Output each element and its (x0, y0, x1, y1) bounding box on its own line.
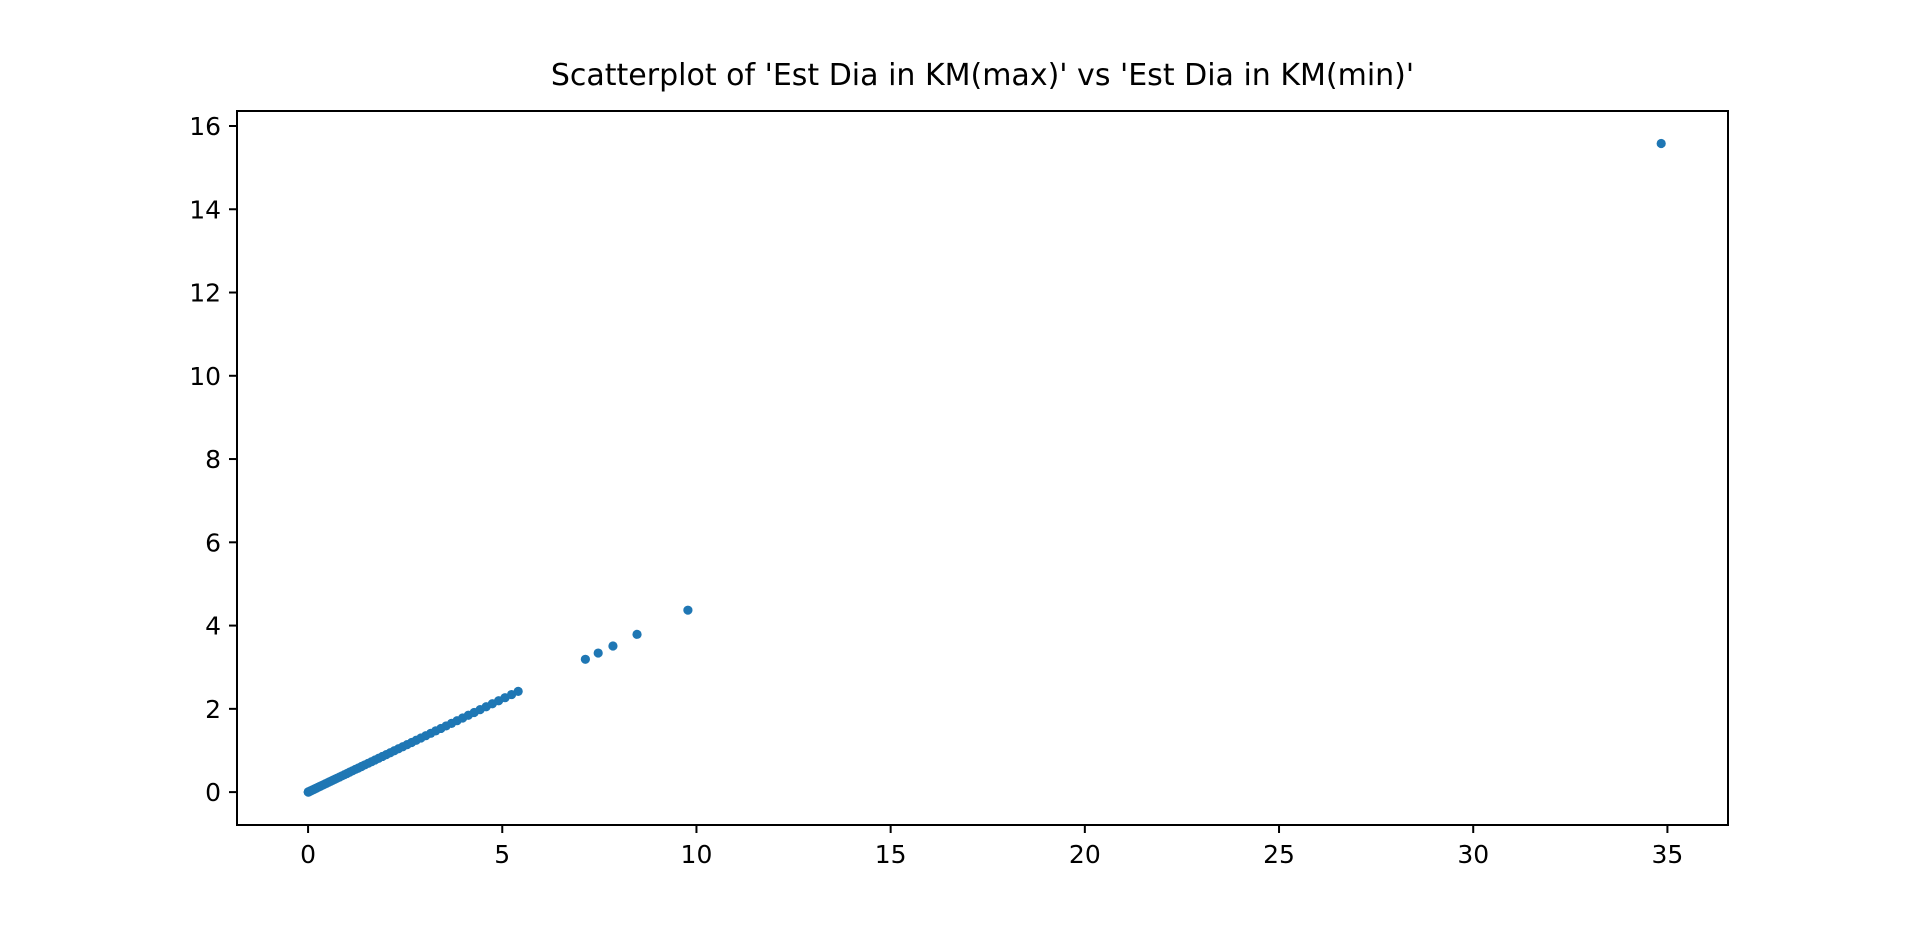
scatter-point-outlier (580, 654, 590, 664)
y-tick-label: 8 (205, 445, 221, 474)
x-tick-label: 35 (1652, 840, 1684, 869)
y-tick-label: 14 (189, 195, 221, 224)
chart-title: Scatterplot of 'Est Dia in KM(max)' vs '… (550, 58, 1415, 93)
y-tick-label: 0 (205, 778, 221, 807)
y-tick-label: 2 (205, 695, 221, 724)
scatter-point (513, 686, 523, 696)
x-tick-label: 25 (1263, 840, 1295, 869)
x-tick-label: 10 (681, 840, 713, 869)
y-tick-label: 10 (189, 362, 221, 391)
x-tick-label: 30 (1457, 840, 1489, 869)
x-tick-label: 5 (494, 840, 510, 869)
y-tick-label: 4 (205, 612, 221, 641)
scatter-point-outlier (632, 629, 642, 639)
x-tick-label: 15 (875, 840, 907, 869)
x-tick-label: 0 (300, 840, 316, 869)
scatter-point-outlier (593, 648, 603, 658)
scatter-point-outlier (683, 605, 693, 615)
y-tick-label: 16 (189, 112, 221, 141)
scatter-point-outlier (1656, 138, 1666, 149)
y-tick-label: 12 (189, 279, 221, 308)
axes-frame (236, 110, 1729, 826)
y-tick-label: 6 (205, 528, 221, 557)
x-tick-label: 20 (1069, 840, 1101, 869)
scatter-point-outlier (608, 641, 618, 651)
